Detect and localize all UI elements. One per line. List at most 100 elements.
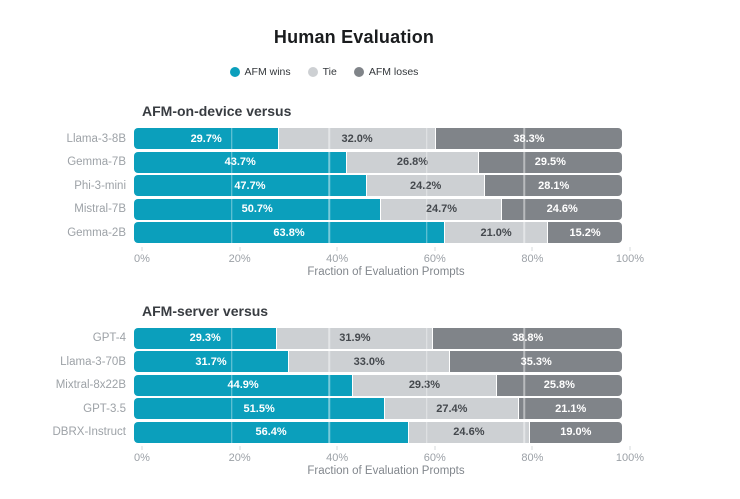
bar-row: Mistral-7B 50.7% 24.7% 24.6% xyxy=(0,198,740,220)
axis-tick-label: 80% xyxy=(521,252,544,265)
axis-tick-label: 40% xyxy=(326,452,349,464)
bar-segment-tie: 24.6% xyxy=(409,421,529,443)
legend-label: AFM loses xyxy=(368,66,419,78)
x-axis: 0% 20% 40% 60% 80% 100% Fraction of Evaluation… xyxy=(134,246,644,278)
segment-value-label: 24.2% xyxy=(410,179,442,192)
bar-segment-afm-loses: 35.3% xyxy=(450,351,622,372)
segment-value-label: 38.3% xyxy=(513,132,545,145)
bar-segment-tie: 24.7% xyxy=(381,198,502,220)
segment-value-label: 50.7% xyxy=(241,203,273,215)
axis-tick-label: 80% xyxy=(521,452,544,464)
bar-segment-afm-loses: 19.0% xyxy=(529,421,622,443)
bar-segment-tie: 21.0% xyxy=(445,222,548,243)
segment-value-label: 21.0% xyxy=(480,226,512,239)
stacked-bar: 29.7% 32.0% 38.3% xyxy=(134,128,622,149)
axis-tick-mark xyxy=(629,246,631,251)
stacked-bar-wrap: 50.7% 24.7% 24.6% xyxy=(134,198,622,220)
axis-tick-mark xyxy=(531,246,533,251)
category-label: Phi-3-mini xyxy=(74,179,126,192)
axis-tick-mark xyxy=(239,446,241,450)
stacked-bar-wrap: 56.4% 24.6% 19.0% xyxy=(134,421,622,443)
bar-segment-tie: 24.2% xyxy=(366,175,485,196)
axis-tick-mark xyxy=(434,446,436,450)
bar-segment-afm-loses: 29.5% xyxy=(478,151,622,173)
category-label: Gemma-7B xyxy=(67,156,126,168)
chart-subtitle-on-device: AFM-on-device versus xyxy=(142,103,292,119)
bar-rows: Llama-3-8B 29.7% 32.0% 38.3% Gemma-7B 43.7% 26… xyxy=(0,128,740,243)
segment-value-label: 19.0% xyxy=(560,426,592,438)
axis-tick-mark xyxy=(336,446,338,450)
category-label: Mixtral-8x22B xyxy=(55,379,126,391)
stacked-bar: 29.3% 31.9% 38.8% xyxy=(134,327,622,349)
bar-segment-tie: 26.8% xyxy=(347,151,478,173)
axis-tick-mark xyxy=(629,446,631,450)
bar-segment-afm-wins: 47.7% xyxy=(134,175,366,196)
stacked-bar-wrap: 31.7% 33.0% 35.3% xyxy=(134,351,622,372)
segment-value-label: 24.6% xyxy=(453,426,485,438)
stacked-bar: 31.7% 33.0% 35.3% xyxy=(134,351,622,372)
axis-tick-mark xyxy=(531,446,533,450)
axis-tick-mark xyxy=(336,246,338,251)
bar-segment-afm-wins: 44.9% xyxy=(134,374,353,396)
bar-segment-tie: 32.0% xyxy=(279,128,435,149)
bar-segment-tie: 33.0% xyxy=(289,351,450,372)
axis-tick-mark xyxy=(141,246,143,251)
stacked-bar-wrap: 47.7% 24.2% 28.1% xyxy=(134,175,622,196)
stacked-bar-wrap: 29.7% 32.0% 38.3% xyxy=(134,128,622,149)
bar-row: Gemma-7B 43.7% 26.8% 29.5% xyxy=(0,151,740,173)
segment-value-label: 26.8% xyxy=(396,156,429,168)
bar-segment-tie: 31.9% xyxy=(277,327,433,349)
afm-loses-dot-icon xyxy=(353,67,364,77)
segment-value-label: 29.3% xyxy=(408,379,441,391)
stacked-bar-wrap: 63.8% 21.0% 15.2% xyxy=(134,222,622,243)
chart-section-on-device: AFM-on-device versus Llama-3-8B 29.7% 32.0… xyxy=(0,103,740,278)
axis-title: Fraction of Evaluation Prompts xyxy=(307,265,465,278)
category-label: Gemma-2B xyxy=(67,226,126,239)
category-label: GPT-3.5 xyxy=(83,402,126,415)
stacked-bar: 50.7% 24.7% 24.6% xyxy=(134,198,622,220)
category-label: GPT-4 xyxy=(92,332,126,344)
segment-value-label: 56.4% xyxy=(255,426,287,438)
segment-value-label: 47.7% xyxy=(234,179,266,192)
bar-segment-afm-wins: 56.4% xyxy=(134,421,409,443)
bar-segment-afm-loses: 38.3% xyxy=(435,128,622,149)
bar-segment-afm-loses: 15.2% xyxy=(548,222,622,243)
bar-segment-afm-wins: 29.7% xyxy=(134,128,279,149)
bar-row: GPT-4 29.3% 31.9% 38.8% xyxy=(0,327,740,349)
bar-segment-tie: 29.3% xyxy=(353,374,496,396)
bar-row: DBRX-Instruct 56.4% 24.6% 19.0% xyxy=(0,421,740,443)
segment-value-label: 31.7% xyxy=(195,355,227,368)
segment-value-label: 35.3% xyxy=(520,355,552,368)
segment-value-label: 32.0% xyxy=(341,132,373,145)
stacked-bar-wrap: 29.3% 31.9% 38.8% xyxy=(134,327,622,349)
bar-segment-afm-loses: 21.1% xyxy=(519,398,622,419)
axis-tick-label: 100% xyxy=(615,452,645,464)
bar-row: Llama-3-70B 31.7% 33.0% 35.3% xyxy=(0,351,740,372)
bar-rows: GPT-4 29.3% 31.9% 38.8% Llama-3-70B 31.7% 33.0… xyxy=(0,327,740,443)
bar-row: Mixtral-8x22B 44.9% 29.3% 25.8% xyxy=(0,374,740,396)
bar-segment-afm-loses: 24.6% xyxy=(502,198,622,220)
legend: AFM wins Tie AFM loses xyxy=(0,66,694,78)
segment-value-label: 29.5% xyxy=(534,156,566,168)
bar-row: Llama-3-8B 29.7% 32.0% 38.3% xyxy=(0,128,740,149)
stacked-bar: 44.9% 29.3% 25.8% xyxy=(134,374,622,396)
segment-value-label: 27.4% xyxy=(436,402,468,415)
bar-segment-afm-wins: 50.7% xyxy=(134,198,381,220)
bar-segment-afm-loses: 38.8% xyxy=(433,327,622,349)
bar-segment-afm-wins: 51.5% xyxy=(134,398,385,419)
segment-value-label: 15.2% xyxy=(569,226,601,239)
segment-value-label: 21.1% xyxy=(555,402,587,415)
stacked-bar: 56.4% 24.6% 19.0% xyxy=(134,421,622,443)
axis-tick-mark xyxy=(141,446,143,450)
axis-tick-label: 60% xyxy=(423,452,446,464)
legend-label: AFM wins xyxy=(244,66,291,78)
segment-value-label: 33.0% xyxy=(353,355,385,368)
bar-segment-afm-loses: 28.1% xyxy=(485,175,622,196)
category-label: Llama-3-8B xyxy=(66,132,126,145)
legend-item-afm-wins: AFM wins xyxy=(229,66,291,78)
axis-tick-label: 40% xyxy=(326,252,349,265)
axis-tick-label: 0% xyxy=(134,252,150,265)
axis-tick-label: 0% xyxy=(134,452,150,464)
axis-tick-label: 20% xyxy=(228,452,251,464)
